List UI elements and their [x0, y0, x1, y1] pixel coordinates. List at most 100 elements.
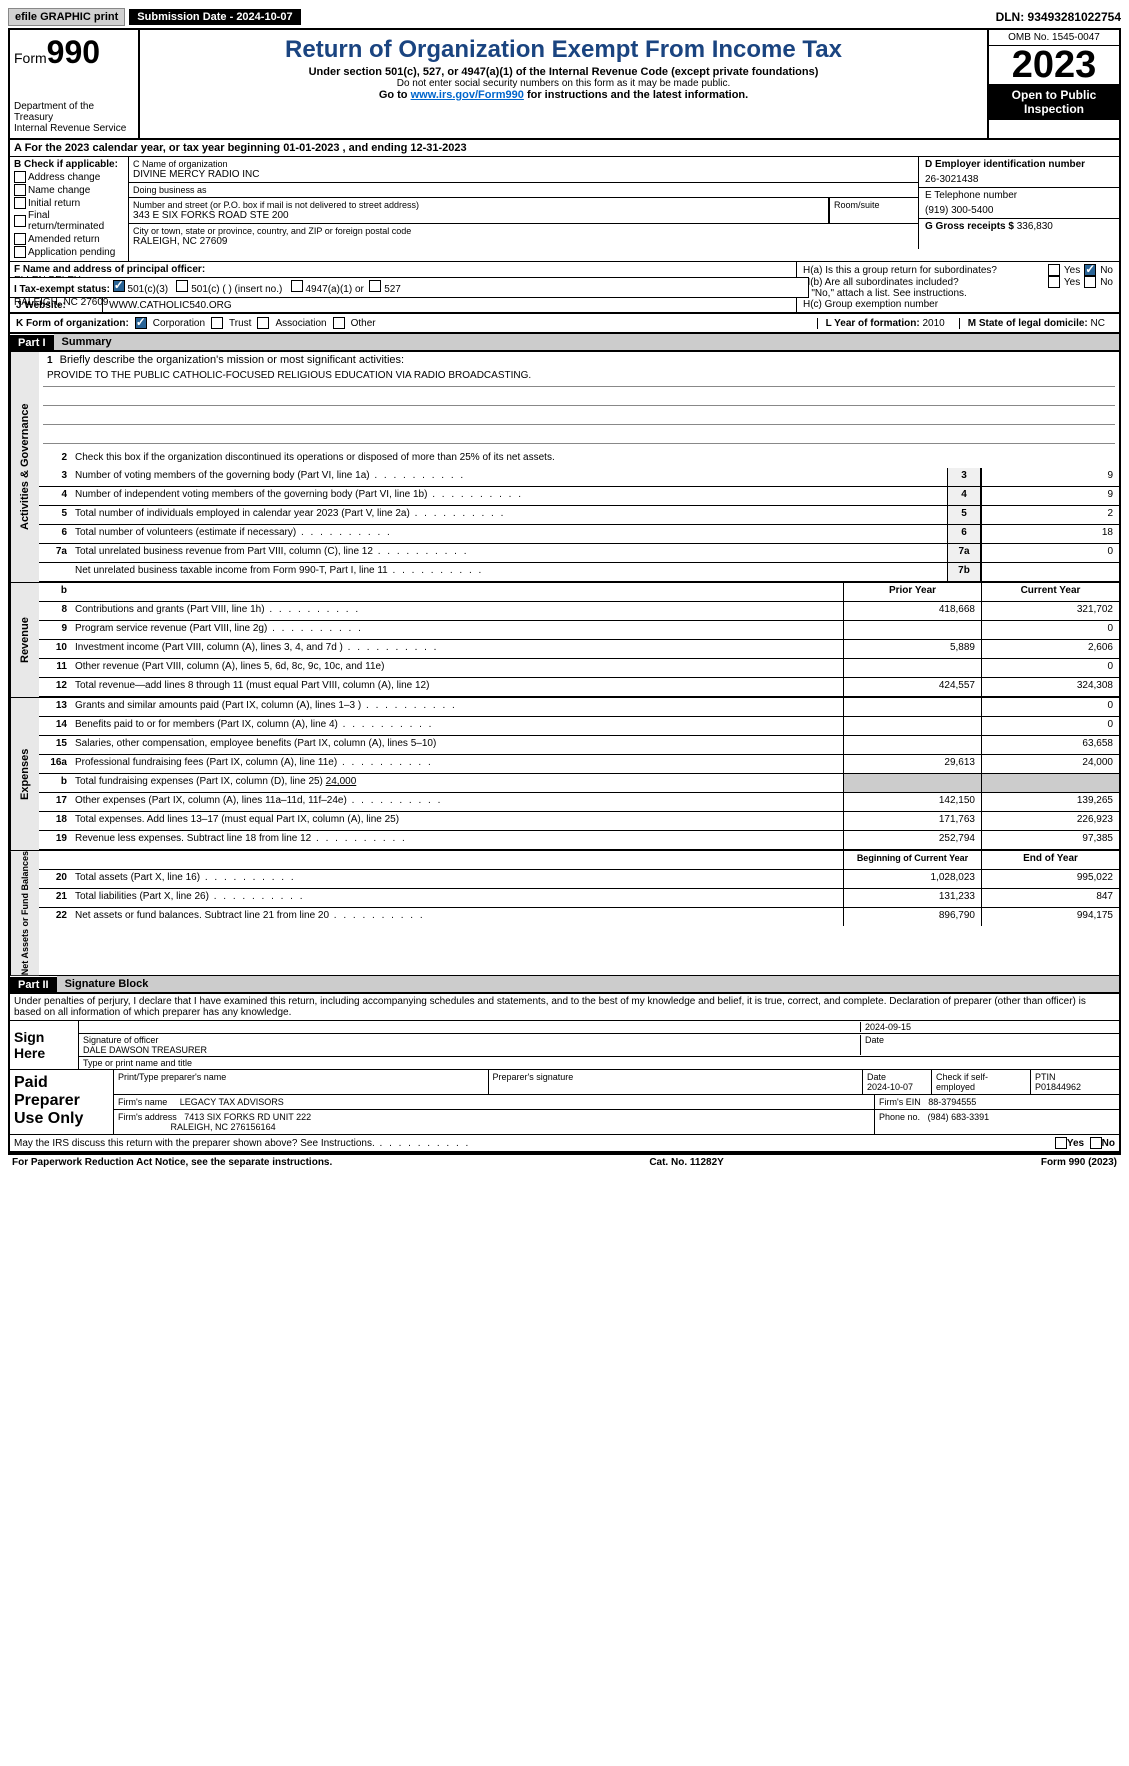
k-lbl: K Form of organization:: [16, 318, 129, 329]
v4: 9: [981, 487, 1119, 505]
subtitle-1: Under section 501(c), 527, or 4947(a)(1)…: [148, 66, 979, 78]
part2-hdr: Part II: [10, 977, 57, 993]
c-dba-lbl: Doing business as: [133, 185, 914, 195]
firm-addr2: RALEIGH, NC 276156164: [171, 1122, 276, 1132]
ha-no[interactable]: [1084, 264, 1096, 276]
l2: Check this box if the organization disco…: [71, 450, 1119, 468]
may-irs-no[interactable]: [1090, 1137, 1102, 1149]
j-lbl: J Website:: [16, 300, 66, 311]
prep-check-lbl: Check if self-employed: [932, 1070, 1031, 1094]
i-501c3[interactable]: [113, 280, 125, 292]
tab-netassets: Net Assets or Fund Balances: [10, 851, 39, 975]
l11: Other revenue (Part VIII, column (A), li…: [71, 659, 843, 677]
l10: Investment income (Part VIII, column (A)…: [71, 640, 843, 658]
boy-hdr: Beginning of Current Year: [843, 851, 981, 869]
opt-0: Address change: [28, 172, 100, 183]
i-lbl: I Tax-exempt status:: [14, 284, 110, 295]
cb-final[interactable]: [14, 215, 26, 227]
ptin-lbl: PTIN: [1035, 1072, 1056, 1082]
m-val: NC: [1091, 318, 1105, 329]
l8: Contributions and grants (Part VIII, lin…: [71, 602, 843, 620]
opt-4: Amended return: [28, 234, 100, 245]
opt-2: Initial return: [28, 198, 80, 209]
cb-amended[interactable]: [14, 233, 26, 245]
k-other[interactable]: [333, 317, 345, 329]
eoy-hdr: End of Year: [981, 851, 1119, 869]
page-footer: For Paperwork Reduction Act Notice, see …: [8, 1155, 1121, 1170]
goto-pre: Go to: [379, 89, 411, 101]
v7b: [981, 563, 1119, 581]
form-number: 990: [47, 34, 100, 70]
l16b: Total fundraising expenses (Part IX, col…: [75, 776, 326, 787]
part1-hdr: Part I: [10, 335, 54, 351]
l1-lbl: Briefly describe the organization's miss…: [60, 354, 404, 366]
efile-button[interactable]: efile GRAPHIC print: [8, 8, 125, 26]
c-city-lbl: City or town, state or province, country…: [133, 226, 914, 236]
v3: 9: [981, 468, 1119, 486]
l21: Total liabilities (Part X, line 26): [71, 889, 843, 907]
k-corp[interactable]: [135, 317, 147, 329]
part2-title: Signature Block: [57, 976, 1119, 993]
l4: Number of independent voting members of …: [71, 487, 947, 505]
m-lbl: M State of legal domicile:: [968, 318, 1088, 329]
irs-label: Internal Revenue Service: [14, 123, 134, 134]
prep-name-lbl: Print/Type preparer's name: [114, 1070, 489, 1094]
info-grid: B Check if applicable: Address change Na…: [10, 157, 1119, 262]
gross-receipts: 336,830: [1017, 221, 1053, 232]
tax-year: 2023: [989, 46, 1119, 84]
tab-expenses: Expenses: [10, 698, 39, 850]
l16b-val: 24,000: [326, 776, 357, 787]
firm-phone-lbl: Phone no.: [879, 1112, 920, 1122]
v6: 18: [981, 525, 1119, 543]
ptin-val: P01844962: [1035, 1082, 1081, 1092]
k-trust[interactable]: [211, 317, 223, 329]
org-street: 343 E SIX FORKS ROAD STE 200: [133, 210, 824, 221]
form-title: Return of Organization Exempt From Incom…: [148, 36, 979, 64]
f-lbl: F Name and address of principal officer:: [14, 264, 205, 275]
cb-name-change[interactable]: [14, 184, 26, 196]
ein-lbl: Firm's EIN: [879, 1097, 921, 1107]
i-4947[interactable]: [291, 280, 303, 292]
v7a: 0: [981, 544, 1119, 562]
may-irs-yes[interactable]: [1055, 1137, 1067, 1149]
room-lbl: Room/suite: [834, 200, 880, 210]
l18: Total expenses. Add lines 13–17 (must eq…: [71, 812, 843, 830]
mission-text: PROVIDE TO THE PUBLIC CATHOLIC-FOCUSED R…: [43, 368, 1115, 387]
opt-5: Application pending: [28, 247, 115, 258]
top-toolbar: efile GRAPHIC print Submission Date - 20…: [8, 8, 1121, 26]
cb-initial[interactable]: [14, 197, 26, 209]
goto-post: for instructions and the latest informat…: [524, 89, 748, 101]
prep-date-lbl: Date: [867, 1072, 886, 1082]
opt-1: Name change: [28, 185, 90, 196]
section-b-title: B Check if applicable:: [14, 159, 118, 170]
irs-link[interactable]: www.irs.gov/Form990: [411, 89, 524, 101]
firm-phone: (984) 683-3391: [928, 1112, 990, 1122]
sign-here-lbl: Sign Here: [10, 1021, 79, 1069]
c-name-lbl: C Name of organization: [133, 159, 914, 169]
form-header: Form990 Department of the Treasury Inter…: [10, 30, 1119, 140]
form-990-footer: 990: [1069, 1157, 1086, 1168]
phone-value: (919) 300-5400: [925, 205, 1113, 216]
website-value: WWW.CATHOLIC540.ORG: [103, 298, 1119, 313]
l19: Revenue less expenses. Subtract line 18 …: [71, 831, 843, 849]
l6: Total number of volunteers (estimate if …: [71, 525, 947, 543]
cb-pending[interactable]: [14, 246, 26, 258]
k-assoc[interactable]: [257, 317, 269, 329]
type-name-lbl: Type or print name and title: [79, 1057, 1119, 1069]
dept-treasury: Department of the Treasury: [14, 101, 134, 123]
l7b: Net unrelated business taxable income fr…: [71, 563, 947, 581]
dln-label: DLN: 93493281022754: [996, 10, 1121, 24]
subtitle-2: Do not enter social security numbers on …: [148, 78, 979, 89]
prep-sig-lbl: Preparer's signature: [489, 1070, 864, 1094]
l22: Net assets or fund balances. Subtract li…: [71, 908, 843, 926]
i-527[interactable]: [369, 280, 381, 292]
ha-yes[interactable]: [1048, 264, 1060, 276]
cb-address-change[interactable]: [14, 171, 26, 183]
sign-date: 2024-09-15: [860, 1022, 1115, 1032]
l16a: Professional fundraising fees (Part IX, …: [71, 755, 843, 773]
firm-name: LEGACY TAX ADVISORS: [180, 1097, 284, 1107]
i-501c[interactable]: [176, 280, 188, 292]
l15: Salaries, other compensation, employee b…: [71, 736, 843, 754]
cat-no: Cat. No. 11282Y: [649, 1157, 723, 1168]
c-street-lbl: Number and street (or P.O. box if mail i…: [133, 200, 824, 210]
